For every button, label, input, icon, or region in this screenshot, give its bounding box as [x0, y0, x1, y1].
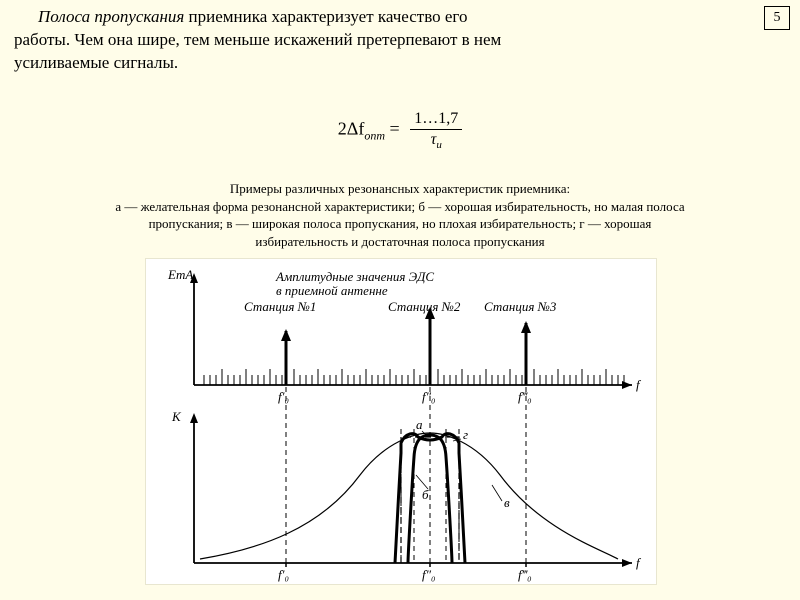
svg-text:f: f	[636, 555, 642, 570]
formula-fraction: 1…1,7τи	[410, 110, 462, 151]
slide-page: 5 Полоса пропускания приемника характери…	[0, 0, 800, 600]
svg-text:f‴₀: f‴₀	[518, 389, 532, 404]
svg-text:f‴₀: f‴₀	[518, 567, 532, 582]
slide-number-box: 5	[764, 6, 790, 30]
para-line1: приемника характеризует качество его	[184, 7, 467, 26]
svg-text:а: а	[416, 417, 423, 432]
svg-text:f″₀: f″₀	[422, 567, 436, 582]
svg-text:б: б	[422, 487, 429, 502]
svg-text:в приемной антенне: в приемной антенне	[276, 283, 388, 298]
figure-caption: Примеры различных резонансных характерис…	[30, 180, 770, 250]
svg-text:Амплитудные значения ЭДС: Амплитудные значения ЭДС	[275, 269, 434, 284]
caption-l1: Примеры различных резонансных характерис…	[230, 181, 570, 196]
slide-number: 5	[774, 10, 781, 25]
formula-lhs: 2Δf	[338, 119, 365, 139]
svg-text:Станция №1: Станция №1	[244, 299, 316, 314]
svg-text:f″₀: f″₀	[422, 389, 436, 404]
para-line3: усиливаемые сигналы.	[14, 53, 178, 72]
formula-den-sub: и	[436, 139, 442, 151]
svg-text:г: г	[463, 427, 468, 442]
svg-text:f′₀: f′₀	[278, 389, 289, 404]
svg-text:EmA: EmA	[167, 267, 193, 282]
svg-text:Станция №2: Станция №2	[388, 299, 461, 314]
svg-text:K: K	[171, 409, 182, 424]
svg-text:в: в	[504, 495, 510, 510]
svg-text:f: f	[636, 377, 642, 392]
caption-l2: а — желательная форма резонансной характ…	[115, 199, 684, 214]
figure-svg: EmA f Амплитудные значения ЭДСв приемной а…	[146, 259, 656, 584]
formula: 2Δfопт = 1…1,7τи	[0, 110, 800, 151]
lead-term: Полоса пропускания	[38, 7, 184, 26]
svg-text:f′₀: f′₀	[278, 567, 289, 582]
formula-eq: =	[385, 119, 404, 139]
caption-l3: пропускания; в — широкая полоса пропуска…	[149, 216, 652, 231]
para-line2: работы. Чем она шире, тем меньше искажен…	[14, 30, 501, 49]
svg-text:Станция №3: Станция №3	[484, 299, 557, 314]
resonance-figure: EmA f Амплитудные значения ЭДСв приемной а…	[145, 258, 657, 585]
formula-num: 1…1,7	[410, 110, 462, 130]
caption-l4: избирательность и достаточная полоса про…	[255, 234, 544, 249]
formula-lhs-sub: опт	[364, 128, 385, 142]
main-paragraph: Полоса пропускания приемника характеризу…	[14, 6, 744, 75]
